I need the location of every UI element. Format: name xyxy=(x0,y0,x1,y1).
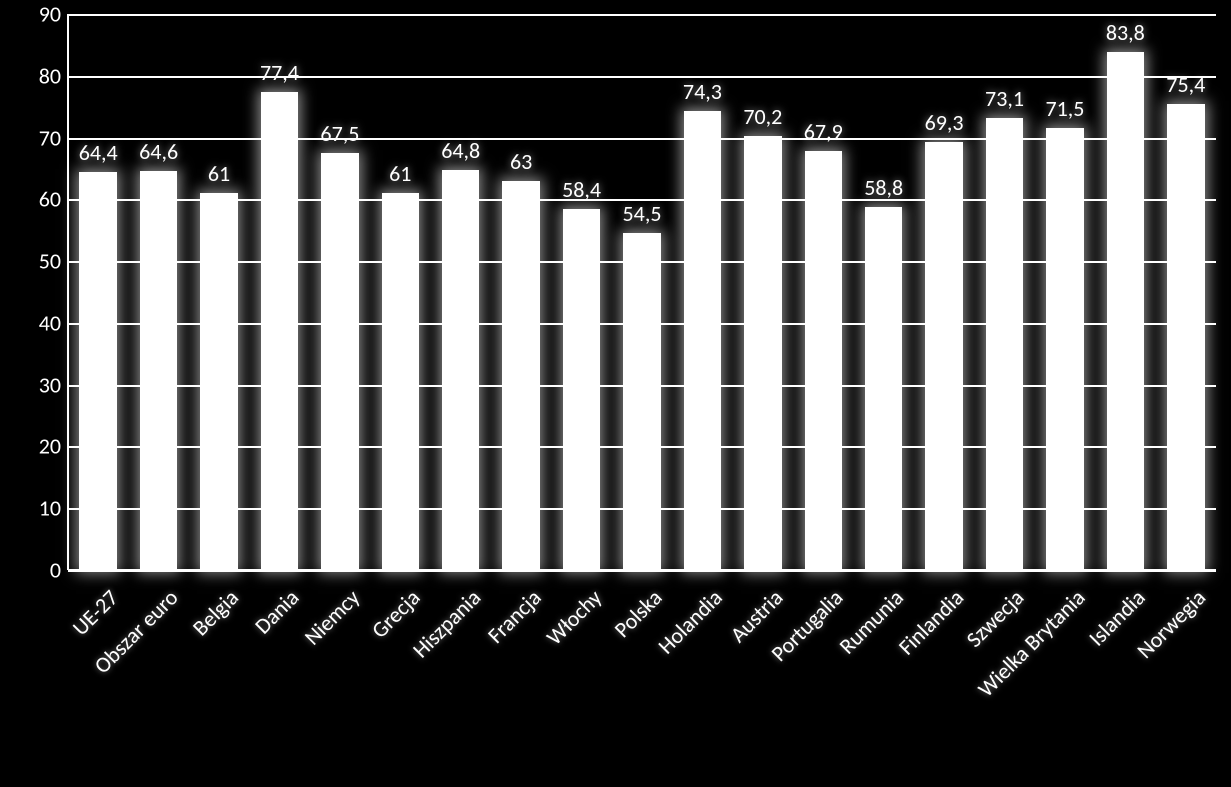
bar-value-label: 73,1 xyxy=(985,85,1024,112)
bars-container: 64,4 64,6 61 77,4 67,5 61 64,8 63 58,4 54,5 74,3 70… xyxy=(68,14,1216,570)
bar xyxy=(382,193,419,570)
bar xyxy=(442,170,479,570)
bar-value-label: 64,6 xyxy=(139,138,178,165)
bar xyxy=(1046,128,1083,570)
y-tick-label: 30 xyxy=(39,371,61,398)
bar-value-label: 75,4 xyxy=(1166,71,1205,98)
bar-value-label: 83,8 xyxy=(1106,19,1145,46)
bar-value-label: 61 xyxy=(208,160,230,187)
x-tick-label: Finlandia xyxy=(893,584,969,660)
x-tick-label: Francja xyxy=(482,584,547,649)
bar-value-label: 64,8 xyxy=(441,137,480,164)
x-tick-label: Rumunia xyxy=(833,584,909,660)
bar xyxy=(502,181,539,570)
bar xyxy=(925,142,962,570)
bar xyxy=(140,171,177,570)
bar xyxy=(1167,104,1204,570)
bar-value-label: 67,9 xyxy=(804,118,843,145)
x-tick-label: Wielka Brytania xyxy=(972,584,1090,702)
bar-value-label: 64,4 xyxy=(79,139,118,166)
y-tick-label: 20 xyxy=(39,433,61,460)
bar xyxy=(684,111,721,570)
bar-value-label: 58,8 xyxy=(864,174,903,201)
y-tick-label: 70 xyxy=(39,124,61,151)
plot-area: 64,4 64,6 61 77,4 67,5 61 64,8 63 58,4 54,5 74,3 70… xyxy=(68,14,1216,570)
bar-value-label: 77,4 xyxy=(260,59,299,86)
y-tick-label: 10 xyxy=(39,495,61,522)
y-tick-label: 80 xyxy=(39,62,61,89)
y-tick-label: 60 xyxy=(39,186,61,213)
x-tick-label: Holandia xyxy=(652,584,727,659)
bar xyxy=(865,207,902,570)
y-tick-label: 50 xyxy=(39,248,61,275)
bar xyxy=(986,118,1023,570)
y-tick-label: 90 xyxy=(39,1,61,28)
x-tick-label: Niemcy xyxy=(299,584,365,650)
bar xyxy=(805,151,842,570)
y-tick-label: 40 xyxy=(39,309,61,336)
x-tick-label: Włochy xyxy=(540,584,606,650)
y-axis-line xyxy=(67,14,69,570)
bar-value-label: 71,5 xyxy=(1045,95,1084,122)
bar xyxy=(261,92,298,570)
x-tick-label: Dania xyxy=(249,584,304,639)
bar-value-label: 54,5 xyxy=(623,200,662,227)
bar xyxy=(200,193,237,570)
y-tick-label: 0 xyxy=(50,557,61,584)
bar-value-label: 63 xyxy=(510,148,532,175)
x-tick-label: Belgia xyxy=(187,584,244,641)
bar xyxy=(1107,52,1144,570)
bar-value-label: 74,3 xyxy=(683,78,722,105)
bar xyxy=(563,209,600,570)
x-axis-line xyxy=(68,569,1216,571)
bar xyxy=(744,136,781,570)
bar-chart: 64,4 64,6 61 77,4 67,5 61 64,8 63 58,4 54,5 74,3 70… xyxy=(0,0,1231,787)
bar-value-label: 67,5 xyxy=(320,120,359,147)
bar-value-label: 70,2 xyxy=(743,103,782,130)
bar xyxy=(321,153,358,570)
bar-value-label: 69,3 xyxy=(925,109,964,136)
bar xyxy=(79,172,116,570)
bar-value-label: 58,4 xyxy=(562,176,601,203)
bar-value-label: 61 xyxy=(389,160,411,187)
bar xyxy=(623,233,660,570)
